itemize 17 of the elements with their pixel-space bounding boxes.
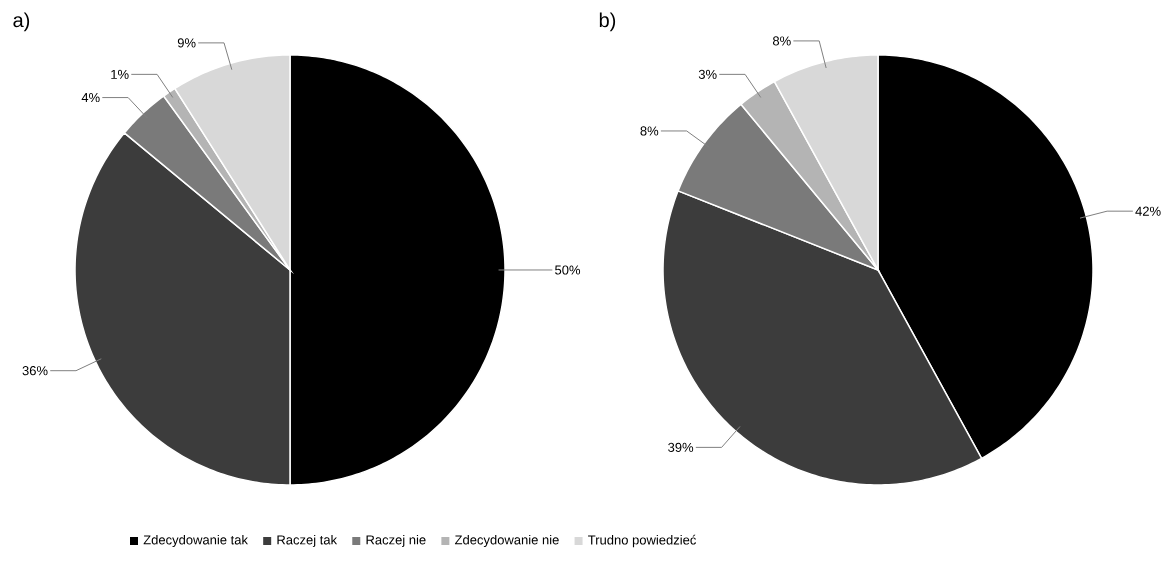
data-label: 9%	[177, 38, 196, 48]
data-label: 8%	[640, 126, 659, 136]
data-label: 1%	[111, 69, 129, 79]
legend-label: Trudno powiedzieć	[588, 534, 697, 548]
chart-title: a)	[13, 12, 30, 32]
data-label: 4%	[81, 93, 100, 103]
legend-label: Zdecydowanie tak	[143, 534, 248, 548]
data-label: 50%	[555, 265, 581, 275]
data-label: 3%	[698, 69, 717, 79]
chart-title: b)	[599, 12, 616, 32]
legend-label: Raczej tak	[277, 534, 338, 548]
legend-label: Raczej nie	[366, 534, 426, 548]
data-label: 8%	[772, 36, 791, 46]
data-label: 42%	[1135, 206, 1161, 216]
legend-label: Zdecydowanie nie	[454, 534, 559, 548]
data-label: 39%	[668, 442, 694, 452]
data-label: 36%	[22, 366, 48, 376]
